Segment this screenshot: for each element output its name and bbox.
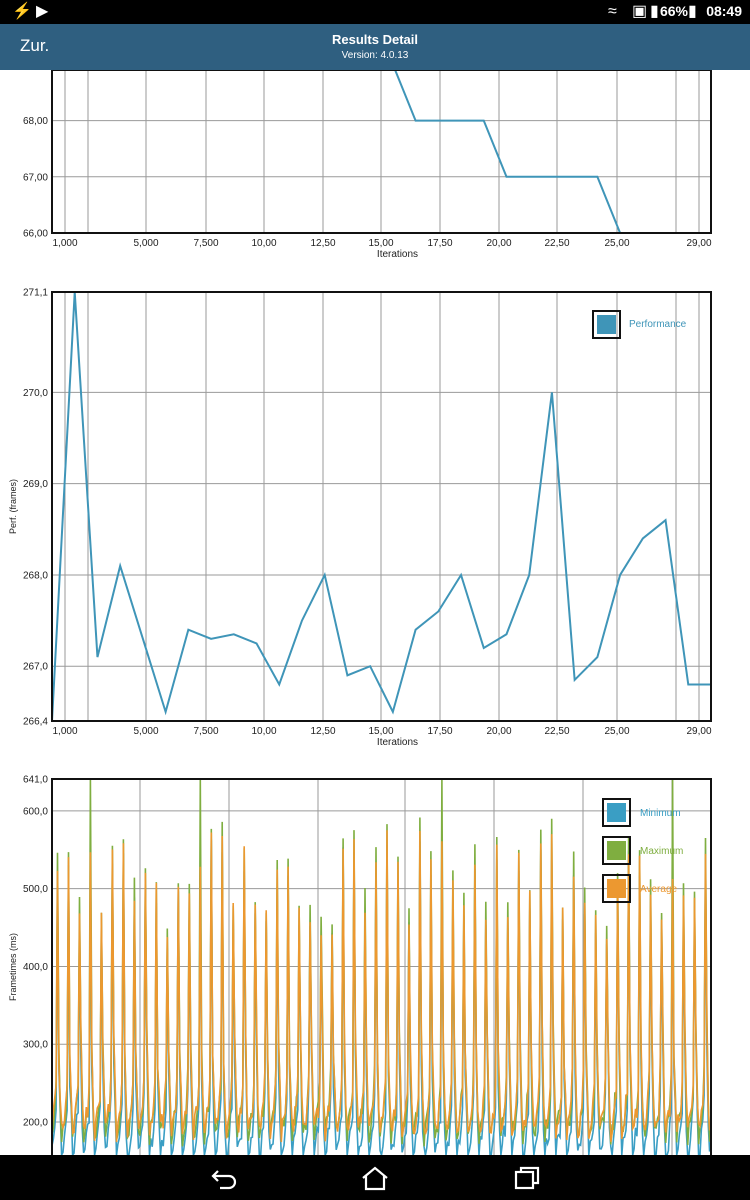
series-line-minimum: [51, 839, 711, 1155]
home-icon[interactable]: [360, 1165, 390, 1191]
legend-swatch-frame: [592, 310, 621, 339]
y-tick-label: 500,0: [23, 884, 48, 895]
y-axis-label: Perf. (frames): [8, 479, 18, 534]
x-tick-label: 15,00: [368, 238, 393, 249]
y-tick-label: 266,4: [23, 717, 48, 728]
x-tick-label: 25,00: [604, 726, 629, 737]
x-tick-label: 29,00: [686, 238, 711, 249]
legend-swatch-average: [607, 879, 626, 898]
x-tick-label: 15,00: [368, 726, 393, 737]
legend-swatch-performance: [597, 315, 616, 334]
y-tick-label: 271,1: [23, 288, 48, 299]
y-tick-label: 300,0: [23, 1040, 48, 1051]
x-tick-label: 10,00: [251, 238, 276, 249]
x-tick-label: 1,000: [52, 726, 77, 737]
chart-frametimes[interactable]: 641,0 600,0 500,0 400,0 300,0 200,0 Frametimes…: [0, 772, 750, 1155]
plot-frame: [51, 70, 712, 234]
legend-swatch-maximum: [607, 841, 626, 860]
play-icon: ▶: [36, 3, 49, 20]
chart-top[interactable]: 68,00 67,00 66,00 1,000 5,000 7,500 10,00 12,50…: [0, 70, 750, 270]
x-tick-label: 7,500: [193, 726, 218, 737]
app-bar: Zur. Results Detail Version: 4.0.13: [0, 24, 750, 70]
y-tick-label: 269,0: [23, 479, 48, 490]
x-tick-label: 17,50: [427, 238, 452, 249]
chart-frametimes-svg: 641,0 600,0 500,0 400,0 300,0 200,0 Frametimes…: [8, 775, 712, 1155]
y-tick-label: 66,00: [23, 229, 48, 240]
plot-frame: [51, 778, 712, 1155]
series-group: [394, 70, 711, 233]
x-tick-label: 20,00: [486, 726, 511, 737]
status-bar: ⚡ ▶ ≈ ▣ ▮ 66% ▮ 08:49: [0, 0, 750, 24]
series-line: [52, 291, 711, 721]
y-axis-label: Frametimes (ms): [8, 933, 18, 1001]
series-line-average: [51, 830, 711, 1143]
series-line: [394, 70, 711, 233]
y-tick-label: 641,0: [23, 775, 48, 786]
y-tick-label: 400,0: [23, 962, 48, 973]
legend-swatch-minimum: [607, 803, 626, 822]
battery-icon: ▮: [688, 3, 697, 20]
y-tick-label: 68,00: [23, 116, 48, 127]
x-tick-label: 29,00: [686, 726, 711, 737]
y-tick-label: 268,0: [23, 570, 48, 581]
legend-label-average: Average: [640, 884, 678, 895]
x-tick-label: 20,00: [486, 238, 511, 249]
legend-label-maximum: Maximum: [640, 846, 683, 857]
y-tick-label: 200,0: [23, 1118, 48, 1129]
x-tick-label: 12,50: [310, 238, 335, 249]
series-line-maximum: [51, 778, 711, 1147]
version-label: Version: 4.0.13: [341, 50, 409, 61]
x-tick-label: 1,000: [52, 238, 77, 249]
y-tick-label: 600,0: [23, 806, 48, 817]
x-tick-label: 22,50: [544, 238, 569, 249]
clock: 08:49: [706, 3, 742, 19]
plot-frame: [51, 291, 712, 722]
chart-performance[interactable]: 271,1 270,0 269,0 268,0 267,0 266,4 1,000 5,000…: [0, 285, 750, 755]
y-tick-label: 267,0: [23, 662, 48, 673]
recent-apps-icon[interactable]: [512, 1165, 542, 1191]
vibrate-icon: ▮: [650, 3, 659, 20]
x-tick-label: 12,50: [310, 726, 335, 737]
x-tick-label: 10,00: [251, 726, 276, 737]
legend-swatch-frame: [602, 798, 631, 827]
x-tick-label: 5,000: [133, 726, 158, 737]
y-tick-label: 270,0: [23, 388, 48, 399]
flash-icon: ⚡: [12, 3, 32, 20]
battery-percent: 66%: [659, 3, 688, 19]
back-button[interactable]: Zur.: [20, 36, 50, 55]
wifi-icon: ≈: [608, 3, 617, 20]
x-axis-label: Iterations: [377, 737, 418, 748]
x-axis-label: Iterations: [377, 249, 418, 260]
x-tick-label: 5,000: [133, 238, 158, 249]
data-saver-icon: ▣: [632, 3, 648, 20]
x-tick-label: 25,00: [604, 238, 629, 249]
navigation-bar: [0, 1155, 750, 1200]
chart-top-svg: 68,00 67,00 66,00 1,000 5,000 7,500 10,00 12,50…: [23, 70, 712, 260]
chart-performance-svg: 271,1 270,0 269,0 268,0 267,0 266,4 1,000 5,000…: [8, 288, 712, 748]
legend-label-performance: Performance: [629, 319, 687, 330]
x-tick-label: 17,50: [427, 726, 452, 737]
y-tick-label: 67,00: [23, 172, 48, 183]
legend-swatch-frame: [602, 836, 631, 865]
back-arrow-icon[interactable]: [210, 1165, 240, 1191]
x-tick-label: 22,50: [544, 726, 569, 737]
page-title: Results Detail: [332, 32, 418, 47]
legend-label-minimum: Minimum: [640, 808, 681, 819]
legend-swatch-frame: [602, 874, 631, 903]
x-tick-label: 7,500: [193, 238, 218, 249]
